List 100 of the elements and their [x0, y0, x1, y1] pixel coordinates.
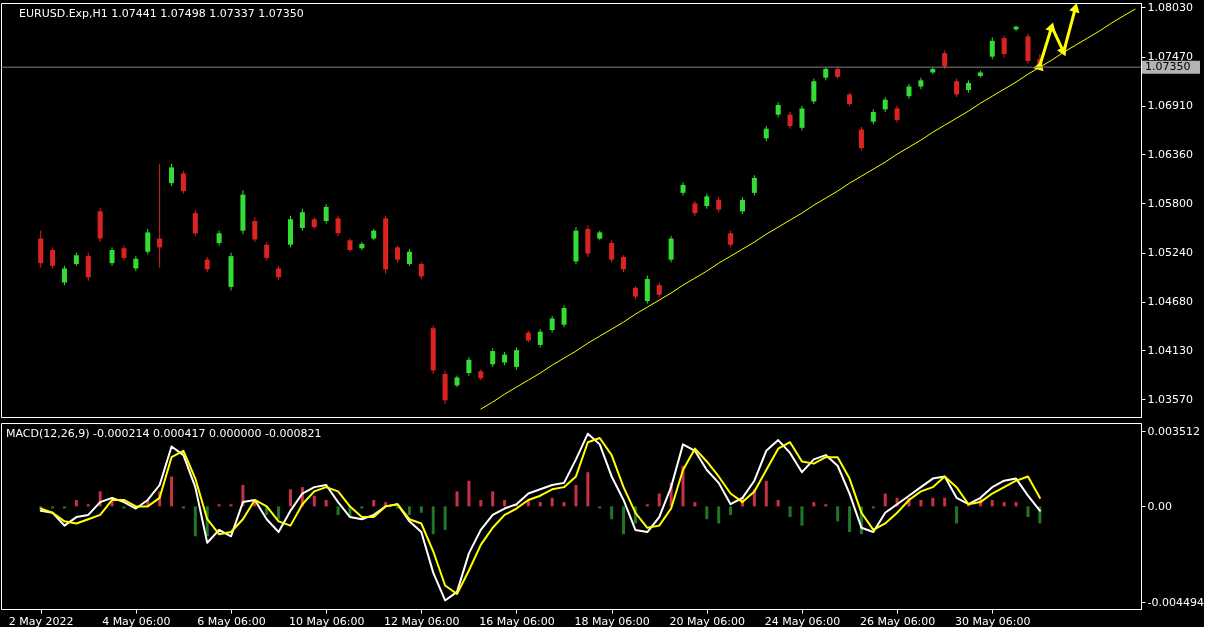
y-tick-label: 1.06910: [1147, 99, 1193, 113]
bar: [217, 504, 221, 507]
candlestick: [561, 304, 567, 328]
candlestick: [180, 170, 186, 195]
candlestick: [858, 126, 864, 152]
bar: [467, 480, 471, 507]
bar: [729, 506, 733, 515]
bar: [776, 499, 780, 507]
candlestick: [1001, 35, 1007, 58]
candlestick: [954, 78, 960, 98]
bar: [288, 489, 292, 507]
bar: [538, 502, 542, 507]
bar: [824, 504, 828, 507]
candlestick: [61, 265, 67, 286]
bar: [931, 497, 935, 507]
bar: [645, 504, 649, 507]
bar: [990, 499, 994, 507]
candlestick: [644, 274, 650, 305]
bar: [717, 506, 721, 524]
bar: [51, 506, 55, 509]
bar: [407, 506, 411, 515]
x-tick-label: 16 May 06:00: [479, 614, 555, 628]
bar: [491, 491, 495, 507]
bar: [705, 506, 709, 520]
bar: [229, 504, 233, 507]
candlestick: [264, 241, 270, 262]
bar: [503, 499, 507, 507]
bar: [610, 506, 614, 520]
bar: [919, 499, 923, 507]
candlestick: [109, 246, 115, 267]
bar: [455, 491, 459, 507]
bar: [574, 485, 578, 507]
candlestick: [335, 215, 341, 237]
bar: [955, 506, 959, 524]
bar: [1026, 506, 1030, 518]
bar: [181, 506, 185, 509]
bar: [871, 506, 875, 509]
bar: [812, 502, 816, 507]
chart-title: MACD(12,26,9) -0.000214 0.000417 0.000000 -0.000821: [6, 427, 322, 440]
bar: [1002, 502, 1006, 507]
x-tick-label: 4 May 06:00: [102, 614, 171, 628]
bar: [622, 506, 626, 535]
candlestick: [145, 228, 151, 255]
y-tick-label: 1.04130: [1147, 343, 1193, 357]
candlestick: [466, 356, 472, 377]
bar: [657, 493, 661, 507]
candlestick: [942, 49, 948, 70]
candlestick: [50, 246, 56, 269]
x-tick-label: 2 May 2022: [8, 614, 74, 628]
candlestick: [537, 328, 543, 349]
y-tick-label: 1.06360: [1147, 147, 1193, 161]
point: [1045, 22, 1056, 33]
bar: [372, 499, 376, 507]
bar: [443, 506, 447, 530]
bar: [431, 506, 435, 535]
y-tick-label: 1.08030: [1147, 0, 1193, 14]
y-tick-label: 1.05800: [1147, 196, 1193, 210]
candlestick: [811, 78, 817, 105]
candlestick: [299, 208, 305, 232]
bar: [74, 499, 78, 507]
y-tick-label: -0.004494: [1147, 595, 1204, 609]
candlestick: [85, 252, 91, 282]
bar: [277, 506, 281, 520]
bar: [86, 504, 90, 507]
candlestick: [799, 105, 805, 131]
candlestick: [609, 239, 615, 263]
bar: [312, 495, 316, 507]
candlestick: [169, 163, 175, 187]
bar: [550, 497, 554, 507]
point: [1069, 3, 1080, 14]
bar: [764, 480, 768, 507]
bar: [336, 506, 340, 515]
bar: [62, 506, 66, 509]
bar: [479, 499, 483, 507]
candlestick: [751, 174, 757, 196]
x-tick-label: 6 May 06:00: [197, 614, 266, 628]
candlestick: [490, 347, 496, 368]
bar: [1014, 502, 1018, 507]
y-tick-label: 0.003512: [1147, 424, 1200, 438]
x-tick-label: 26 May 06:00: [859, 614, 936, 628]
bar: [562, 502, 566, 507]
candlestick: [989, 36, 995, 60]
x-tick-label: 18 May 06:00: [574, 614, 650, 628]
x-tick-label: 20 May 06:00: [669, 614, 746, 628]
candlestick: [252, 216, 258, 243]
bar: [943, 497, 947, 507]
candlestick: [668, 235, 674, 263]
line-series: [480, 8, 1136, 410]
bar: [693, 502, 697, 507]
bar: [193, 506, 197, 537]
bar: [836, 506, 840, 522]
bar: [419, 506, 423, 513]
candlestick: [157, 163, 163, 269]
x-tick-label: 30 May 06:00: [955, 614, 1031, 628]
bar: [324, 499, 328, 507]
bar: [788, 506, 792, 518]
candlestick: [192, 209, 198, 237]
bar: [586, 472, 590, 507]
x-tick-label: 10 May 06:00: [288, 614, 365, 628]
candlestick: [323, 203, 329, 225]
